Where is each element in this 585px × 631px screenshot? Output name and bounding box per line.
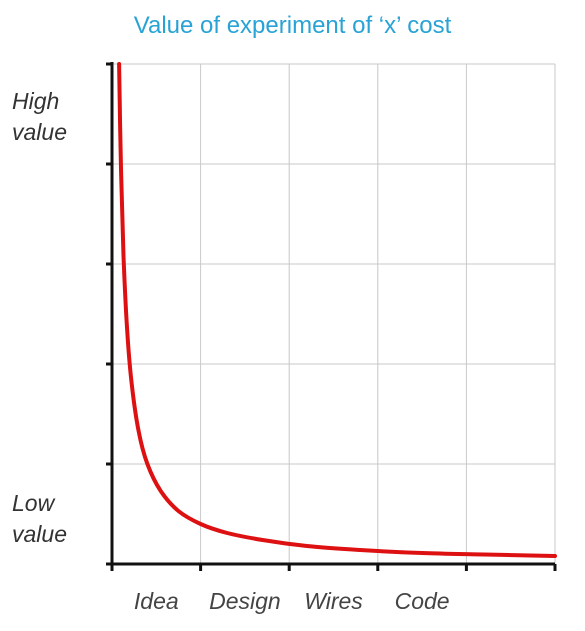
- series-line: [117, 62, 557, 558]
- chart-title: Value of experiment of ‘x’ cost: [133, 12, 452, 39]
- series-group: [117, 62, 557, 558]
- x-tick-label: Idea: [133, 588, 179, 614]
- x-tick-label: Code: [394, 588, 450, 614]
- x-tick-label: Wires: [304, 588, 363, 614]
- y-axis-label-low-text: Low value: [12, 490, 67, 547]
- axes: [106, 62, 557, 571]
- y-axis-label-high: High value: [12, 86, 67, 148]
- grid: [112, 63, 556, 564]
- y-axis-label-low: Low value: [12, 488, 67, 550]
- y-axis-label-high-text: High value: [12, 88, 67, 145]
- x-tick-label: Design: [209, 588, 281, 614]
